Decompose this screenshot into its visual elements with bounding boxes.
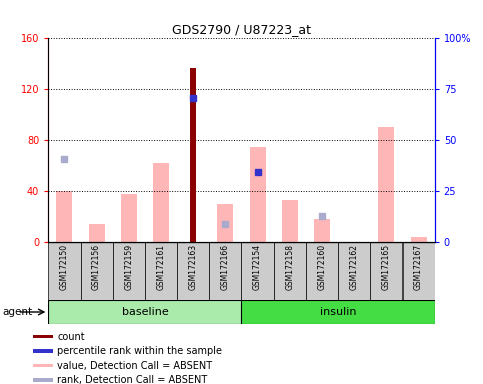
Bar: [177, 242, 209, 300]
Bar: [250, 147, 266, 242]
Bar: [33, 349, 53, 353]
Text: GSM172163: GSM172163: [189, 244, 198, 290]
Text: GSM172159: GSM172159: [124, 244, 133, 290]
Text: GSM172158: GSM172158: [285, 244, 294, 290]
Bar: [145, 242, 177, 300]
Text: baseline: baseline: [122, 307, 168, 317]
Text: percentile rank within the sample: percentile rank within the sample: [57, 346, 223, 356]
Text: agent: agent: [2, 307, 32, 317]
Bar: [57, 191, 72, 242]
Text: GSM172156: GSM172156: [92, 244, 101, 290]
Text: GSM172161: GSM172161: [156, 244, 166, 290]
Bar: [282, 200, 298, 242]
Bar: [242, 300, 435, 324]
Bar: [370, 242, 402, 300]
Bar: [48, 242, 81, 300]
Text: GSM172150: GSM172150: [60, 244, 69, 290]
Text: GSM172162: GSM172162: [350, 244, 359, 290]
Text: GSM172154: GSM172154: [253, 244, 262, 290]
Bar: [33, 364, 53, 367]
Bar: [402, 242, 435, 300]
Text: GSM172165: GSM172165: [382, 244, 391, 290]
Bar: [217, 204, 233, 242]
Text: GSM172160: GSM172160: [317, 244, 327, 290]
Bar: [306, 242, 338, 300]
Bar: [411, 237, 426, 242]
Bar: [153, 163, 169, 242]
Bar: [314, 219, 330, 242]
Bar: [242, 242, 274, 300]
Bar: [209, 242, 242, 300]
Bar: [121, 194, 137, 242]
Bar: [33, 378, 53, 382]
Text: rank, Detection Call = ABSENT: rank, Detection Call = ABSENT: [57, 375, 208, 384]
Text: GSM172166: GSM172166: [221, 244, 230, 290]
Bar: [81, 242, 113, 300]
Bar: [113, 242, 145, 300]
Bar: [274, 242, 306, 300]
Bar: [338, 242, 370, 300]
Text: value, Detection Call = ABSENT: value, Detection Call = ABSENT: [57, 361, 213, 371]
Title: GDS2790 / U87223_at: GDS2790 / U87223_at: [172, 23, 311, 36]
Text: insulin: insulin: [320, 307, 356, 317]
Bar: [378, 127, 395, 242]
Bar: [33, 335, 53, 339]
Text: GSM172167: GSM172167: [414, 244, 423, 290]
Text: count: count: [57, 332, 85, 342]
Bar: [190, 68, 196, 242]
Bar: [48, 300, 242, 324]
Bar: [88, 224, 105, 242]
